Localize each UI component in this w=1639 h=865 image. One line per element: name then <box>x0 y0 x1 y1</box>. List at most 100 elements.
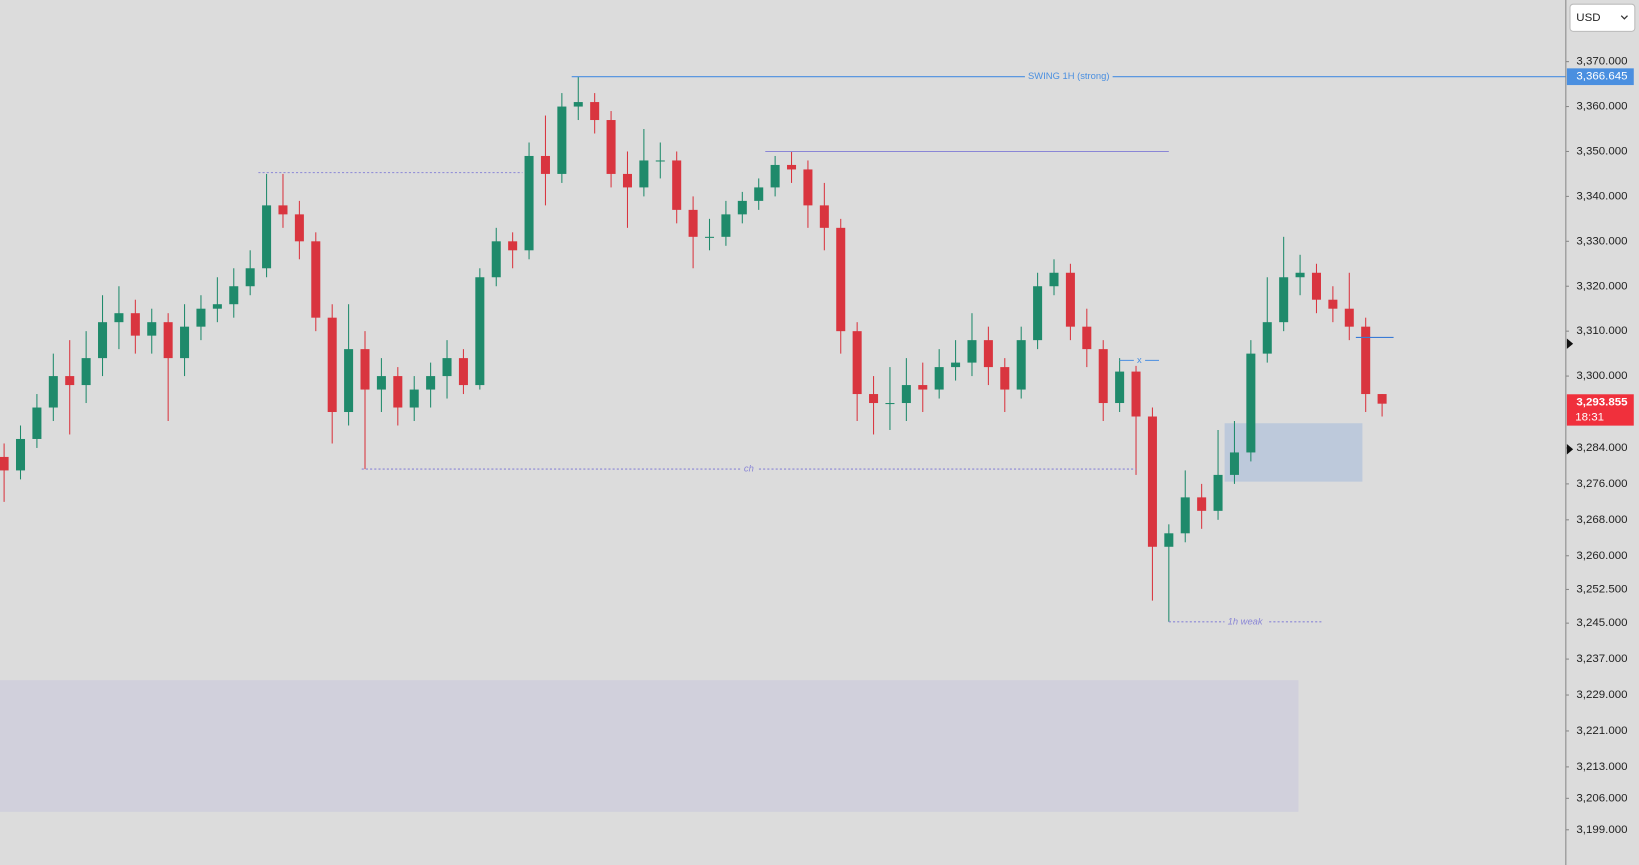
candle-body <box>98 322 108 359</box>
candle-body <box>1295 272 1305 278</box>
candle-body <box>1000 367 1010 390</box>
candle-body <box>0 456 9 471</box>
candle-body <box>376 376 386 390</box>
countdown: 18:31 <box>1575 411 1604 423</box>
candle-body <box>426 376 436 390</box>
candle-body <box>983 340 993 368</box>
candle-body <box>393 376 403 408</box>
y-tick-label: 3,370.000 <box>1576 56 1627 68</box>
candle-body <box>163 322 173 359</box>
candle-body <box>1361 326 1371 395</box>
candle-body <box>819 205 829 228</box>
zone-box <box>1224 423 1363 482</box>
candle-body <box>1262 322 1272 354</box>
candle-body <box>869 394 879 404</box>
candle-body <box>1082 326 1092 350</box>
candle-body <box>344 349 354 413</box>
candle-body <box>278 205 288 215</box>
marker <box>1566 338 1574 349</box>
label-background <box>1024 69 1113 83</box>
currency-dropdown[interactable] <box>1569 3 1636 32</box>
candle-body <box>1049 272 1059 287</box>
candle-body <box>606 120 616 174</box>
candle-body <box>918 385 928 390</box>
y-tick-label: 3,360.000 <box>1576 101 1627 113</box>
y-tick-label: 3,330.000 <box>1576 235 1627 247</box>
last-price-tag <box>1566 394 1634 426</box>
candle-body <box>1131 371 1141 417</box>
candle-body <box>491 241 501 278</box>
marker <box>1566 443 1574 455</box>
y-tick-label: 3,260.000 <box>1576 550 1627 562</box>
dropdown-caret[interactable] <box>1620 15 1628 20</box>
y-tick-label: 3,284.000 <box>1576 442 1627 454</box>
level-price-label: 3,366.645 <box>1576 71 1627 83</box>
candle-body <box>754 187 764 201</box>
level-price-tag <box>1566 68 1634 86</box>
candle-body <box>967 340 977 363</box>
candle-body <box>1033 286 1043 341</box>
candle-body <box>901 385 911 404</box>
candle-body <box>442 358 452 377</box>
level-label: ch <box>744 463 754 474</box>
candle-body <box>787 164 797 170</box>
level-label: x <box>1137 354 1142 365</box>
candle-body <box>229 286 239 305</box>
candle-body <box>196 308 206 327</box>
candle-body <box>951 362 961 368</box>
candle-body <box>1065 272 1075 327</box>
candle-body <box>48 376 58 408</box>
candle-body <box>836 227 846 332</box>
y-tick-label: 3,320.000 <box>1576 280 1627 292</box>
candle-body <box>573 102 583 107</box>
candle-body <box>557 106 567 174</box>
candle-body <box>1016 340 1026 390</box>
candle-body <box>1377 394 1387 404</box>
candle-body <box>704 236 715 238</box>
candle-body <box>1213 474 1223 511</box>
candle-body <box>180 326 190 359</box>
y-tick-label: 3,221.000 <box>1576 725 1627 737</box>
level-label: SWING 1H (strong) <box>1028 70 1109 81</box>
candle-body <box>622 173 632 188</box>
candle-body <box>212 304 222 309</box>
candle-body <box>1147 416 1157 547</box>
candle-body <box>262 205 272 269</box>
y-tick-label: 3,252.500 <box>1576 583 1627 595</box>
candle-body <box>475 277 485 386</box>
candle-body <box>852 331 862 395</box>
y-tick-label: 3,310.000 <box>1576 325 1627 337</box>
candle-body <box>590 102 600 121</box>
last-price-label: 3,293.855 <box>1576 397 1628 409</box>
candle-body <box>540 155 550 174</box>
currency-label[interactable]: USD <box>1576 12 1600 24</box>
candle-body <box>1229 452 1239 475</box>
candle-body <box>114 313 124 323</box>
y-tick-label: 3,213.000 <box>1576 761 1627 773</box>
candle-body <box>1197 497 1207 511</box>
candle-body <box>130 313 140 336</box>
candle-body <box>803 169 813 206</box>
candle-body <box>65 376 75 386</box>
candle-body <box>360 349 370 390</box>
candle-body <box>147 322 157 336</box>
candle-body <box>721 214 731 237</box>
candle-body <box>81 358 91 386</box>
candle-body <box>737 200 747 215</box>
y-tick-label: 3,276.000 <box>1576 478 1627 490</box>
candle-body <box>1279 277 1289 323</box>
candle-body <box>245 268 255 287</box>
candle-body <box>294 214 304 242</box>
candle-body <box>885 403 895 405</box>
candle-body <box>688 209 698 237</box>
candle-body <box>1164 533 1174 547</box>
y-tick-label: 3,268.000 <box>1576 514 1627 526</box>
candle-body <box>1344 308 1354 327</box>
y-tick-label: 3,245.000 <box>1576 617 1627 629</box>
y-tick-label: 3,300.000 <box>1576 370 1627 382</box>
label-background <box>1133 352 1146 366</box>
y-tick-label: 3,206.000 <box>1576 792 1627 804</box>
